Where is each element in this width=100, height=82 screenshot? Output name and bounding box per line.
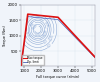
- Text: 0.33: 0.33: [24, 31, 30, 39]
- X-axis label: Full torque curve (r/min): Full torque curve (r/min): [36, 75, 80, 79]
- Text: 0.3: 0.3: [26, 16, 32, 22]
- Text: 0.3: 0.3: [43, 38, 49, 44]
- Text: 0.4: 0.4: [30, 21, 36, 28]
- Text: 0.43: 0.43: [32, 23, 39, 31]
- Y-axis label: Torque (Nm): Torque (Nm): [4, 25, 8, 47]
- Text: 0.25: 0.25: [49, 33, 56, 41]
- Text: 0.2: 0.2: [47, 43, 53, 49]
- Text: 0.42: 0.42: [35, 32, 41, 37]
- Text: 0.38: 0.38: [43, 29, 48, 36]
- Text: 0.36: 0.36: [43, 20, 50, 28]
- Legend: Max torque, Op. limit: Max torque, Op. limit: [22, 55, 44, 65]
